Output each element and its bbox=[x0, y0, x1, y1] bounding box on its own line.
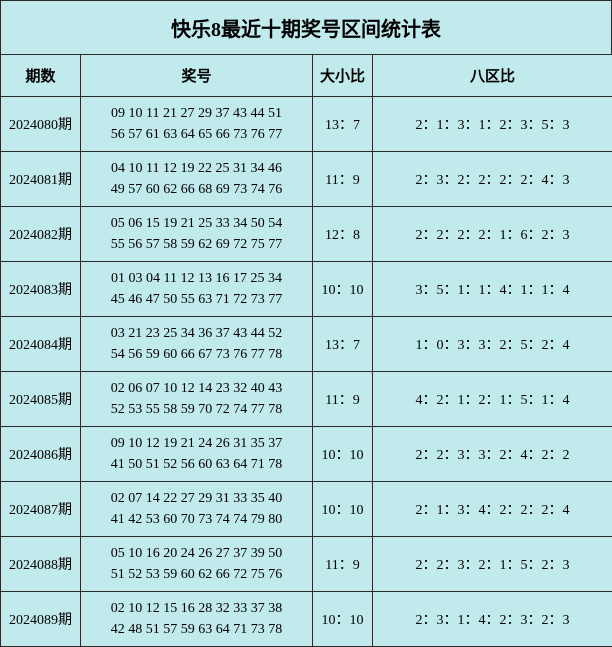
stats-table: 期数 奖号 大小比 八区比 2024080期09 10 11 21 27 29 … bbox=[0, 54, 612, 647]
cell-numbers: 02 07 14 22 27 29 31 33 35 40 41 42 53 6… bbox=[81, 482, 313, 537]
cell-period: 2024082期 bbox=[1, 207, 81, 262]
table-row: 2024080期09 10 11 21 27 29 37 43 44 51 56… bbox=[1, 97, 612, 152]
cell-zone: 1：0：3：3：2：5：2：4 bbox=[373, 317, 612, 372]
cell-zone: 2：2：2：2：1：6：2：3 bbox=[373, 207, 612, 262]
table-row: 2024085期02 06 07 10 12 14 23 32 40 43 52… bbox=[1, 372, 612, 427]
cell-period: 2024083期 bbox=[1, 262, 81, 317]
header-period: 期数 bbox=[1, 55, 81, 97]
table-row: 2024087期02 07 14 22 27 29 31 33 35 40 41… bbox=[1, 482, 612, 537]
cell-zone: 2：3：1：4：2：3：2：3 bbox=[373, 592, 612, 647]
cell-period: 2024089期 bbox=[1, 592, 81, 647]
cell-ratio: 13：7 bbox=[313, 97, 373, 152]
cell-ratio: 10：10 bbox=[313, 592, 373, 647]
cell-numbers: 04 10 11 12 19 22 25 31 34 46 49 57 60 6… bbox=[81, 152, 313, 207]
cell-numbers: 09 10 11 21 27 29 37 43 44 51 56 57 61 6… bbox=[81, 97, 313, 152]
cell-numbers: 05 06 15 19 21 25 33 34 50 54 55 56 57 5… bbox=[81, 207, 313, 262]
cell-zone: 2：1：3：4：2：2：2：4 bbox=[373, 482, 612, 537]
cell-ratio: 13：7 bbox=[313, 317, 373, 372]
cell-period: 2024086期 bbox=[1, 427, 81, 482]
table-row: 2024084期03 21 23 25 34 36 37 43 44 52 54… bbox=[1, 317, 612, 372]
cell-numbers: 02 06 07 10 12 14 23 32 40 43 52 53 55 5… bbox=[81, 372, 313, 427]
header-row: 期数 奖号 大小比 八区比 bbox=[1, 55, 612, 97]
table-row: 2024083期01 03 04 11 12 13 16 17 25 34 45… bbox=[1, 262, 612, 317]
cell-ratio: 11：9 bbox=[313, 152, 373, 207]
cell-period: 2024087期 bbox=[1, 482, 81, 537]
cell-ratio: 10：10 bbox=[313, 482, 373, 537]
cell-ratio: 11：9 bbox=[313, 537, 373, 592]
header-ratio: 大小比 bbox=[313, 55, 373, 97]
cell-period: 2024081期 bbox=[1, 152, 81, 207]
cell-ratio: 11：9 bbox=[313, 372, 373, 427]
cell-period: 2024080期 bbox=[1, 97, 81, 152]
table-title: 快乐8最近十期奖号区间统计表 bbox=[0, 0, 612, 54]
cell-zone: 4：2：1：2：1：5：1：4 bbox=[373, 372, 612, 427]
cell-period: 2024084期 bbox=[1, 317, 81, 372]
cell-zone: 2：2：3：2：1：5：2：3 bbox=[373, 537, 612, 592]
cell-zone: 2：3：2：2：2：2：4：3 bbox=[373, 152, 612, 207]
cell-ratio: 10：10 bbox=[313, 427, 373, 482]
cell-zone: 2：1：3：1：2：3：5：3 bbox=[373, 97, 612, 152]
stats-table-container: 快乐8最近十期奖号区间统计表 期数 奖号 大小比 八区比 2024080期09 … bbox=[0, 0, 612, 647]
cell-ratio: 12：8 bbox=[313, 207, 373, 262]
cell-numbers: 09 10 12 19 21 24 26 31 35 37 41 50 51 5… bbox=[81, 427, 313, 482]
cell-ratio: 10：10 bbox=[313, 262, 373, 317]
cell-numbers: 03 21 23 25 34 36 37 43 44 52 54 56 59 6… bbox=[81, 317, 313, 372]
header-zone: 八区比 bbox=[373, 55, 612, 97]
cell-numbers: 05 10 16 20 24 26 27 37 39 50 51 52 53 5… bbox=[81, 537, 313, 592]
cell-numbers: 01 03 04 11 12 13 16 17 25 34 45 46 47 5… bbox=[81, 262, 313, 317]
cell-zone: 2：2：3：3：2：4：2：2 bbox=[373, 427, 612, 482]
cell-period: 2024088期 bbox=[1, 537, 81, 592]
header-numbers: 奖号 bbox=[81, 55, 313, 97]
table-row: 2024082期05 06 15 19 21 25 33 34 50 54 55… bbox=[1, 207, 612, 262]
table-row: 2024089期02 10 12 15 16 28 32 33 37 38 42… bbox=[1, 592, 612, 647]
cell-period: 2024085期 bbox=[1, 372, 81, 427]
table-row: 2024086期09 10 12 19 21 24 26 31 35 37 41… bbox=[1, 427, 612, 482]
cell-zone: 3：5：1：1：4：1：1：4 bbox=[373, 262, 612, 317]
cell-numbers: 02 10 12 15 16 28 32 33 37 38 42 48 51 5… bbox=[81, 592, 313, 647]
table-row: 2024081期04 10 11 12 19 22 25 31 34 46 49… bbox=[1, 152, 612, 207]
table-row: 2024088期05 10 16 20 24 26 27 37 39 50 51… bbox=[1, 537, 612, 592]
